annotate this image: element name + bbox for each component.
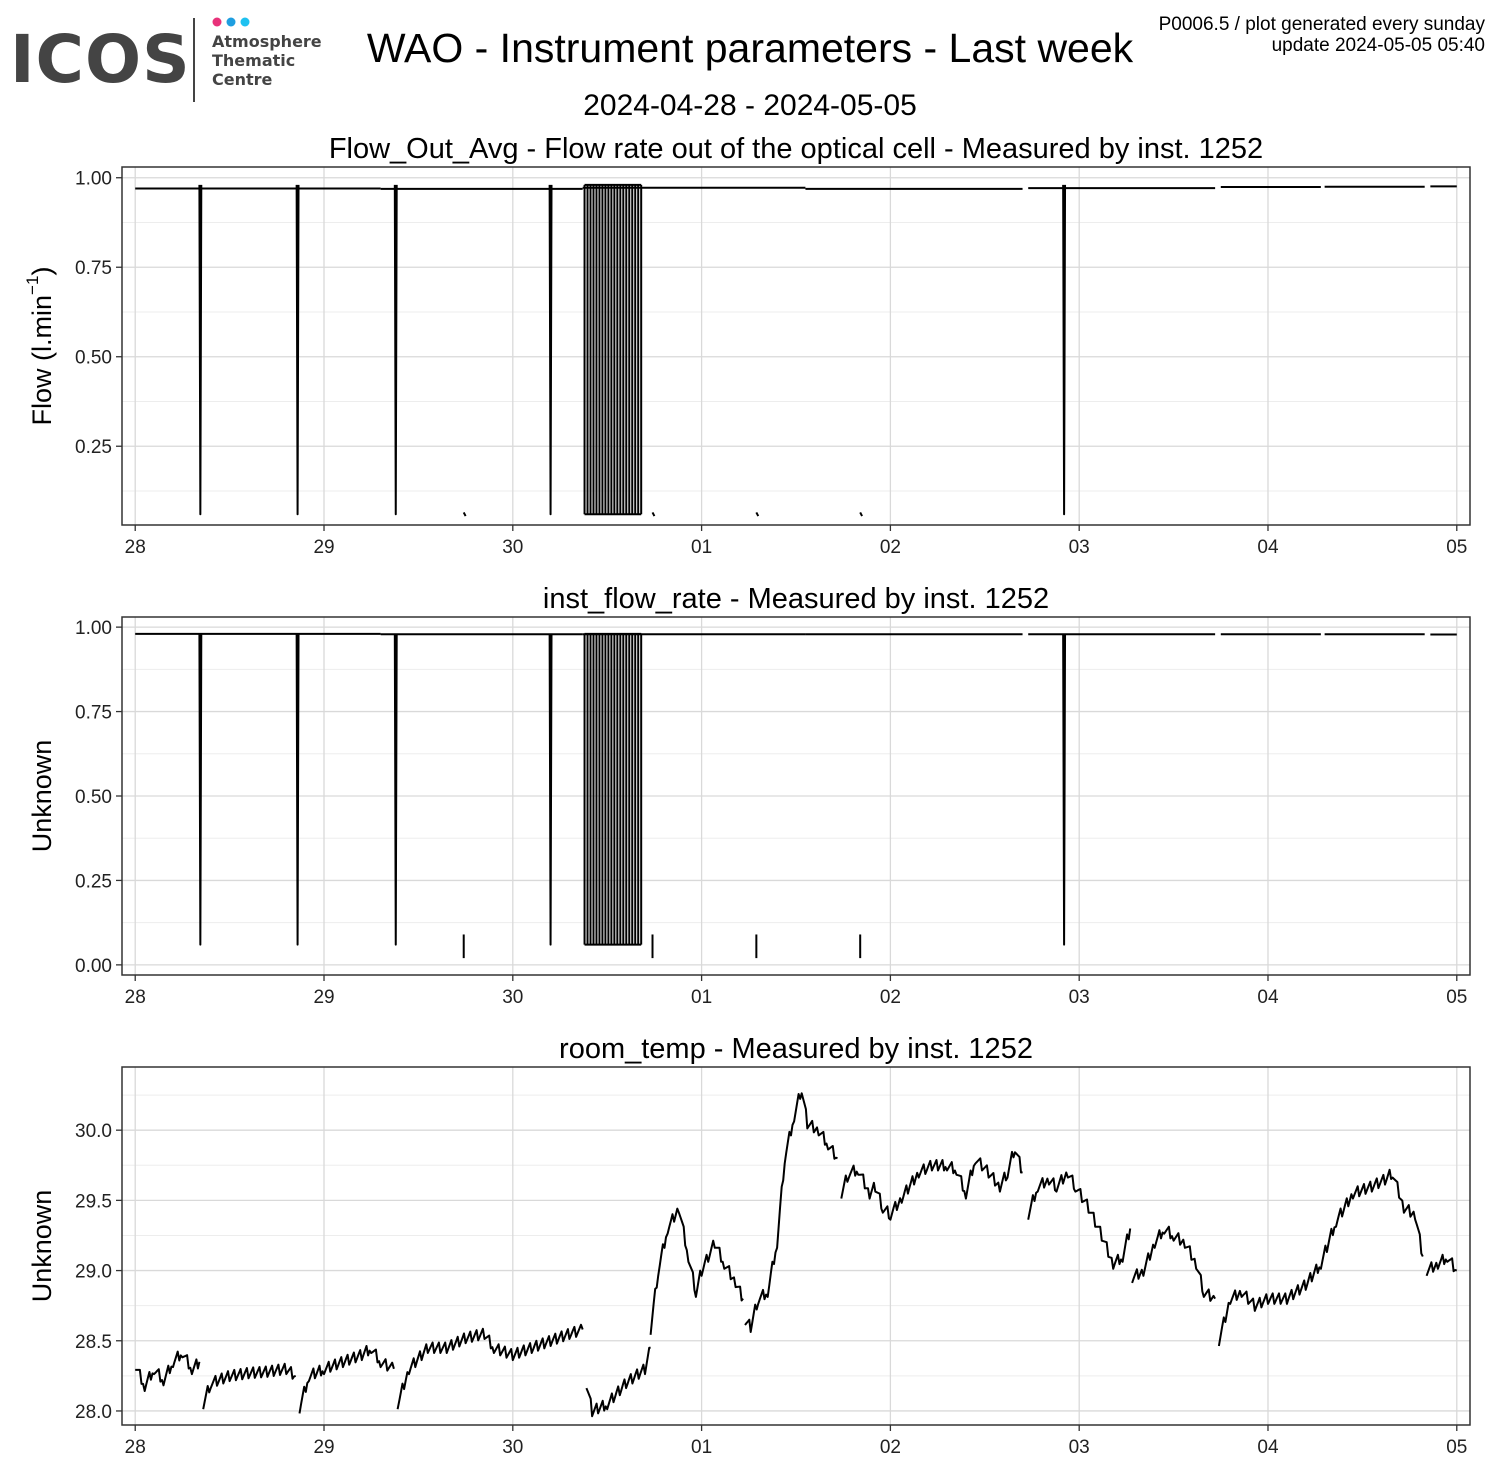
y-axis-label: Unknown — [27, 1190, 57, 1303]
x-tick-label: 02 — [880, 1437, 901, 1458]
x-tick-label: 28 — [125, 537, 146, 558]
chart-title: inst_flow_rate - Measured by inst. 1252 — [543, 583, 1049, 615]
y-tick-label: 29.5 — [75, 1191, 112, 1212]
x-tick-label: 29 — [313, 537, 334, 558]
flow-dip — [295, 633, 300, 946]
flow-low-blip — [462, 512, 467, 517]
flow-low-blip — [755, 512, 760, 517]
y-tick-label: 1.00 — [75, 618, 112, 639]
x-tick-label: 01 — [691, 987, 712, 1008]
temp-segment — [585, 1346, 651, 1418]
x-tick-label: 05 — [1446, 537, 1467, 558]
flow-dip — [548, 184, 553, 516]
plot-info-line-2: update 2024-05-05 05:40 — [1271, 35, 1485, 56]
x-tick-label: 28 — [125, 987, 146, 1008]
chart-title: Flow_Out_Avg - Flow rate out of the opti… — [329, 133, 1263, 165]
x-tick-label: 30 — [502, 1437, 523, 1458]
x-tick-label: 01 — [691, 1437, 712, 1458]
flow-low-blip — [859, 512, 863, 517]
logo-sub-3: Centre — [212, 70, 273, 89]
icos-logo: ICOS Atmosphere Thematic Centre — [10, 17, 322, 102]
temp-segment — [744, 1092, 838, 1333]
plot-info: P0006.5 / plot generated every sunday up… — [1159, 14, 1485, 56]
series-line — [135, 1092, 1458, 1418]
flow-dip — [1062, 184, 1067, 516]
x-tick-label: 03 — [1069, 537, 1090, 558]
y-tick-label: 30.0 — [75, 1121, 112, 1142]
y-tick-label: 0.50 — [75, 787, 112, 808]
temp-segment — [396, 1323, 584, 1410]
temp-segment — [1027, 1171, 1132, 1270]
logo-sub-2: Thematic — [212, 51, 295, 70]
flow-dip — [1062, 633, 1067, 946]
logo-dot-blue — [226, 17, 236, 27]
x-tick-label: 01 — [691, 537, 712, 558]
chart-panel-3: 30.0 29.5 29.0 28.5 28.0 28 29 30 01 02 03 04 05 room… — [27, 1033, 1471, 1458]
page-subtitle: 2024-04-28 - 2024-05-05 — [583, 89, 917, 122]
temp-segment — [1217, 1168, 1424, 1347]
x-tick-label: 02 — [880, 987, 901, 1008]
y-tick-label: 0.25 — [75, 437, 112, 458]
y-axis-label: Unknown — [27, 740, 57, 853]
y-tick-label: 0.75 — [75, 703, 112, 724]
plot-info-line-1: P0006.5 / plot generated every sunday — [1158, 14, 1485, 35]
series-line — [135, 632, 1457, 959]
y-tick-label: 0.75 — [75, 258, 112, 279]
gridlines — [122, 1067, 1470, 1425]
temp-segment — [298, 1345, 395, 1414]
x-tick-label: 30 — [502, 987, 523, 1008]
x-tick-label: 05 — [1446, 1437, 1467, 1458]
flow-dip — [393, 184, 398, 516]
logo-sub-1: Atmosphere — [212, 32, 322, 51]
x-tick-label: 03 — [1069, 987, 1090, 1008]
logo-dot-pink — [212, 17, 222, 27]
panel-border — [121, 1066, 1471, 1426]
flow-dip — [548, 633, 553, 946]
flow-dip — [393, 633, 398, 946]
y-tick-label: 28.0 — [75, 1402, 112, 1423]
x-tick-label: 05 — [1446, 987, 1467, 1008]
y-tick-label: 28.5 — [75, 1332, 112, 1353]
flow-dip — [198, 633, 203, 946]
flow-low-blip — [651, 512, 656, 517]
x-tick-label: 28 — [125, 1437, 146, 1458]
temp-segment — [1131, 1225, 1216, 1302]
chart-panel-1: 1.00 0.75 0.50 0.25 28 29 30 01 02 03 04 05 Flow_Out… — [23, 133, 1471, 558]
y-axis-label: Flow (l.min−1) — [23, 267, 57, 426]
gridlines — [122, 617, 1470, 975]
temp-segment — [1425, 1253, 1458, 1277]
x-tick-label: 03 — [1069, 1437, 1090, 1458]
y-tick-label: 0.25 — [75, 871, 112, 892]
x-tick-label: 02 — [880, 537, 901, 558]
temp-segment — [202, 1362, 296, 1410]
flow-dip — [198, 184, 203, 516]
page-title: WAO - Instrument parameters - Last week — [366, 25, 1134, 71]
chart-panel-2: 1.00 0.75 0.50 0.25 0.00 28 29 30 01 02 03 04 05 inst… — [27, 583, 1471, 1008]
y-tick-label: 29.0 — [75, 1262, 112, 1283]
logo-dot-cyan — [240, 17, 250, 27]
x-tick-label: 29 — [313, 987, 334, 1008]
temp-segment — [649, 1207, 744, 1335]
x-tick-label: 04 — [1257, 1437, 1279, 1458]
temp-segment — [135, 1350, 201, 1392]
temp-segment — [840, 1150, 1023, 1221]
gridlines — [122, 167, 1470, 525]
series-line — [135, 183, 1457, 517]
logo-text: ICOS — [10, 21, 191, 98]
x-tick-label: 04 — [1257, 537, 1279, 558]
y-tick-label: 1.00 — [75, 169, 112, 190]
x-tick-label: 30 — [502, 537, 523, 558]
panel-border — [121, 166, 1471, 526]
y-tick-label: 0.50 — [75, 348, 112, 369]
y-tick-label: 0.00 — [75, 956, 112, 977]
x-tick-label: 29 — [313, 1437, 334, 1458]
chart-title: room_temp - Measured by inst. 1252 — [559, 1033, 1033, 1065]
flow-dip — [295, 184, 300, 516]
x-tick-label: 04 — [1257, 987, 1279, 1008]
